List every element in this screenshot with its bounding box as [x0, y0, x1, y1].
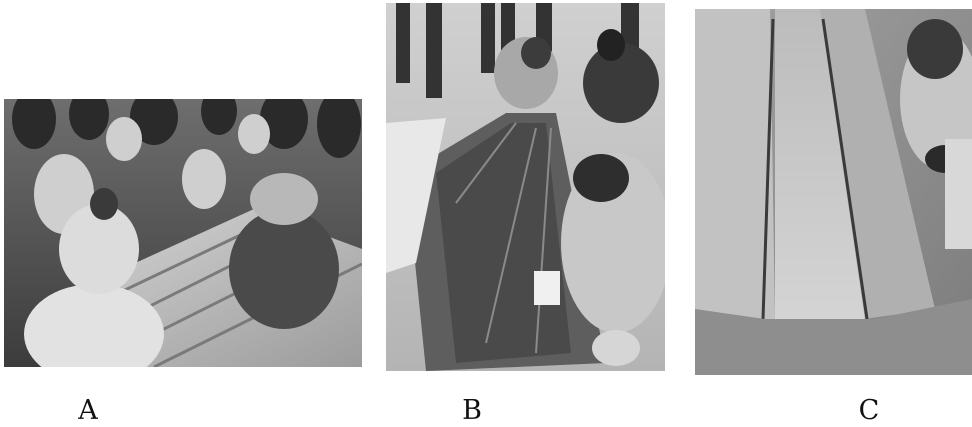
- panel-label-a: A: [78, 395, 98, 426]
- photo-a-image: [4, 99, 362, 367]
- photo-b-image: [386, 3, 665, 371]
- panel-label-b: B: [462, 395, 482, 426]
- photo-panel-c: [695, 9, 972, 375]
- photo-panel-b: [386, 3, 665, 371]
- panel-label-c: C: [858, 395, 880, 426]
- photo-c-image: [695, 9, 972, 375]
- photo-panel-a: [4, 99, 362, 367]
